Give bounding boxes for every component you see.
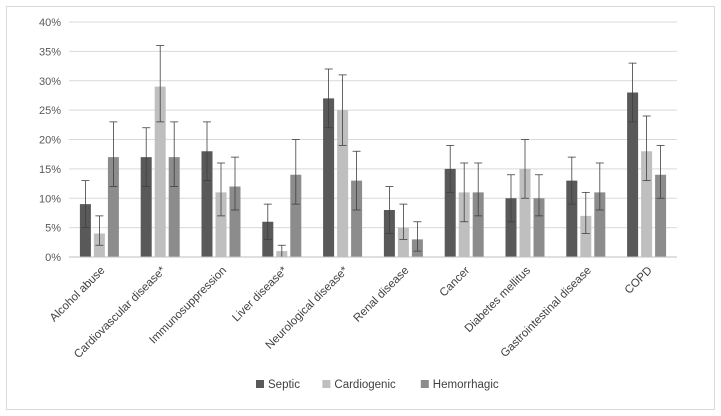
y-tick-label: 0% [45,252,61,264]
bar-septic [444,168,456,257]
bar-hemorrhagic [655,174,667,257]
x-category-label: Diabetes mellitus [463,264,534,335]
x-category-label: Cancer [438,265,473,300]
bar-septic [201,151,213,257]
bar-cardiogenic [641,151,653,257]
y-tick-label: 30% [39,76,61,88]
bar-hemorrhagic [290,174,302,257]
bar-septic [79,204,91,257]
y-tick-label: 35% [39,46,61,58]
bar-cardiogenic [337,110,349,257]
bar-hemorrhagic [533,198,545,257]
x-category-label: COPD [623,265,655,297]
legend-swatch-septic [256,380,264,388]
bar-hemorrhagic [229,186,241,257]
y-tick-label: 15% [39,164,61,176]
bar-cardiogenic [154,86,166,257]
legend-label-cardiogenic: Cardiogenic [334,379,396,391]
bar-cardiogenic [458,192,470,257]
bar-cardiogenic [397,227,409,257]
bar-cardiogenic [580,215,592,257]
legend-swatch-cardiogenic [322,380,331,388]
bar-septic [323,98,335,257]
x-category-label: Alcohol abuse [48,265,108,325]
y-tick-label: 5% [45,223,61,235]
bar-cardiogenic [519,168,531,257]
y-tick-label: 25% [39,105,61,117]
bar-hemorrhagic [107,157,119,257]
y-tick-label: 40% [39,17,61,29]
y-tick-label: 20% [39,135,61,147]
legend-label-hemorrhagic: Hemorrhagic [433,379,499,391]
bar-hemorrhagic [351,180,363,257]
bar-hemorrhagic [472,192,484,257]
bar-hemorrhagic [168,157,180,257]
x-category-label: Liver disease* [230,264,290,324]
legend-swatch-hemorrhagic [420,380,429,388]
bar-septic [627,92,639,257]
bar-hemorrhagic [594,192,606,257]
bar-septic [505,198,517,257]
bar-cardiogenic [215,192,227,257]
legend-label-septic: Septic [268,379,300,391]
x-category-label: Renal disease [351,265,411,325]
bar-septic [566,180,578,257]
y-tick-label: 10% [39,193,61,205]
bar-septic [140,157,152,257]
